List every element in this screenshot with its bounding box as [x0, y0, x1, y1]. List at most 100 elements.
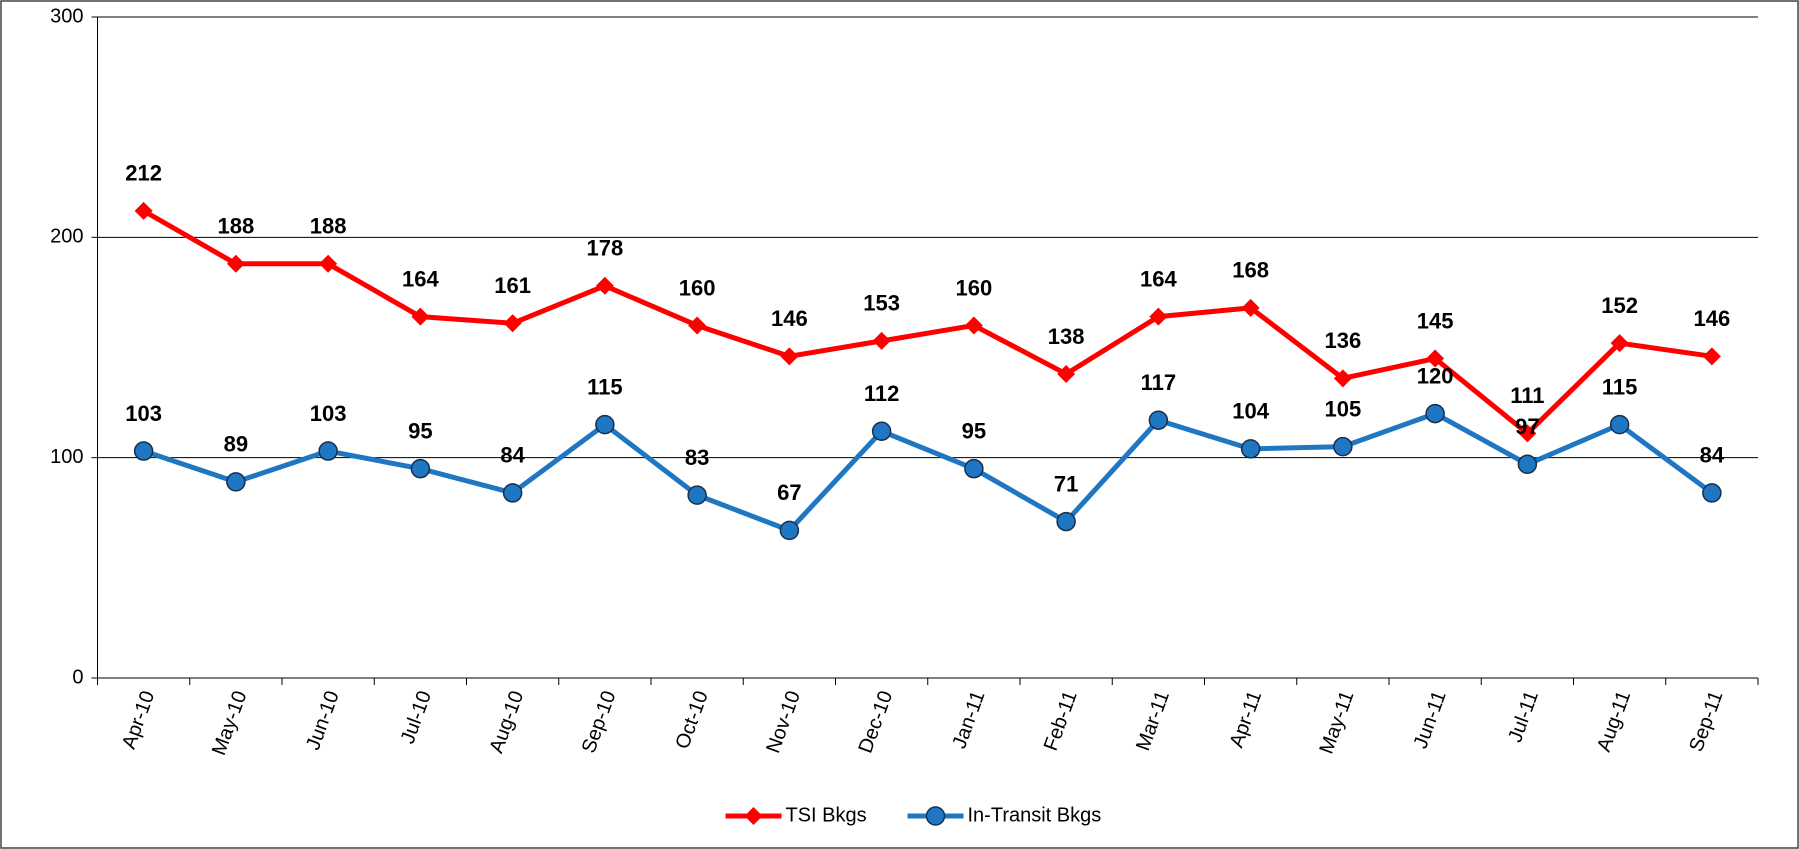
x-tick-label: Aug-10	[486, 688, 529, 756]
x-tick-label: Apr-11	[1226, 688, 1267, 751]
data-label: 138	[1048, 324, 1085, 349]
x-tick-label: Sep-11	[1685, 688, 1727, 755]
data-label: 111	[1510, 383, 1544, 408]
line-marker	[780, 347, 799, 366]
x-tick-label: Sep-10	[578, 688, 621, 756]
line-marker	[1333, 369, 1352, 388]
legend-marker	[744, 807, 763, 825]
data-label: 212	[125, 161, 162, 186]
data-label: 97	[1515, 414, 1539, 439]
line-marker	[502, 483, 523, 503]
legend-marker	[925, 806, 946, 826]
data-label: 120	[1417, 363, 1454, 388]
data-label: 146	[1694, 306, 1731, 331]
line-marker	[134, 201, 153, 220]
line-marker	[595, 276, 614, 295]
line-marker	[1149, 307, 1168, 326]
data-label: 112	[864, 381, 900, 406]
data-label: 188	[218, 214, 255, 239]
x-tick-label: Dec-10	[855, 688, 898, 756]
data-label: 160	[679, 275, 716, 300]
line-marker	[872, 331, 891, 350]
data-label: 188	[310, 214, 347, 239]
data-label: 95	[962, 418, 986, 443]
data-label: 152	[1601, 293, 1638, 318]
data-label: 161	[494, 273, 531, 298]
series-line	[142, 208, 1713, 436]
line-marker	[410, 458, 431, 479]
line-marker	[1702, 347, 1721, 366]
data-label: 178	[587, 236, 624, 261]
line-marker	[319, 254, 338, 273]
data-label: 71	[1054, 471, 1078, 496]
line-marker	[779, 520, 800, 541]
line-marker	[1148, 410, 1169, 430]
line-marker	[1610, 334, 1629, 353]
line-marker	[1702, 483, 1722, 503]
line-marker	[687, 485, 707, 505]
data-label: 83	[685, 445, 709, 470]
line-marker	[226, 472, 246, 492]
line-marker	[1057, 364, 1076, 383]
x-tick-label: Jun-11	[1410, 688, 1451, 752]
line-marker	[411, 307, 430, 326]
line-marker	[1056, 511, 1076, 532]
x-tick-label: May-10	[208, 688, 251, 758]
data-label: 89	[224, 432, 248, 457]
legend-label: In-Transit Bkgs	[968, 804, 1102, 826]
x-tick-label: May-11	[1316, 688, 1359, 757]
x-tick-label: Mar-11	[1132, 688, 1174, 754]
data-label: 117	[1141, 370, 1177, 395]
data-label: 146	[771, 306, 808, 331]
x-tick-label: Aug-11	[1593, 688, 1635, 755]
line-marker	[688, 316, 707, 335]
x-tick-label: Oct-10	[672, 688, 713, 752]
line-marker	[871, 421, 892, 441]
data-label: 103	[310, 401, 347, 426]
x-tick-label: Jul-11	[1504, 688, 1543, 745]
line-marker	[1426, 349, 1445, 368]
x-tick-label: Apr-10	[118, 688, 159, 752]
data-label: 104	[1232, 399, 1269, 424]
data-label: 103	[125, 401, 162, 426]
data-label: 145	[1417, 308, 1454, 333]
x-tick-label: Jan-11	[948, 688, 989, 752]
data-label: 136	[1325, 328, 1362, 353]
y-tick-label: 300	[50, 5, 83, 27]
data-label: 160	[956, 275, 993, 300]
line-marker	[964, 316, 983, 335]
line-marker	[318, 441, 338, 461]
line-marker	[595, 414, 615, 435]
legend-label: TSI Bkgs	[786, 804, 867, 826]
data-label: 105	[1325, 396, 1362, 421]
series-line	[142, 411, 1714, 533]
line-marker	[226, 254, 245, 273]
data-label: 84	[500, 443, 525, 468]
data-label: 67	[777, 480, 801, 505]
line-marker	[964, 458, 984, 479]
line-marker	[1517, 454, 1538, 475]
y-tick-label: 100	[50, 446, 83, 468]
y-tick-label: 0	[72, 666, 83, 688]
line-marker	[133, 441, 154, 461]
line-marker	[1425, 403, 1445, 424]
x-tick-label: Jun-10	[302, 688, 344, 753]
x-tick-label: Feb-11	[1040, 688, 1082, 754]
line-marker	[1333, 436, 1353, 457]
data-label: 168	[1232, 258, 1269, 283]
x-tick-label: Jul-10	[397, 688, 436, 747]
line-marker	[1609, 414, 1630, 435]
line-marker	[1240, 439, 1261, 459]
data-label: 164	[402, 266, 439, 291]
data-label: 153	[863, 291, 900, 316]
x-tick-label: Nov-10	[762, 688, 805, 756]
data-label: 115	[1602, 374, 1638, 399]
line-marker	[1518, 424, 1537, 443]
y-tick-label: 200	[50, 226, 83, 248]
data-label: 115	[587, 374, 623, 399]
data-label: 164	[1140, 266, 1177, 291]
line-marker	[1241, 298, 1260, 317]
data-label: 84	[1700, 443, 1725, 468]
line-marker	[503, 314, 522, 333]
